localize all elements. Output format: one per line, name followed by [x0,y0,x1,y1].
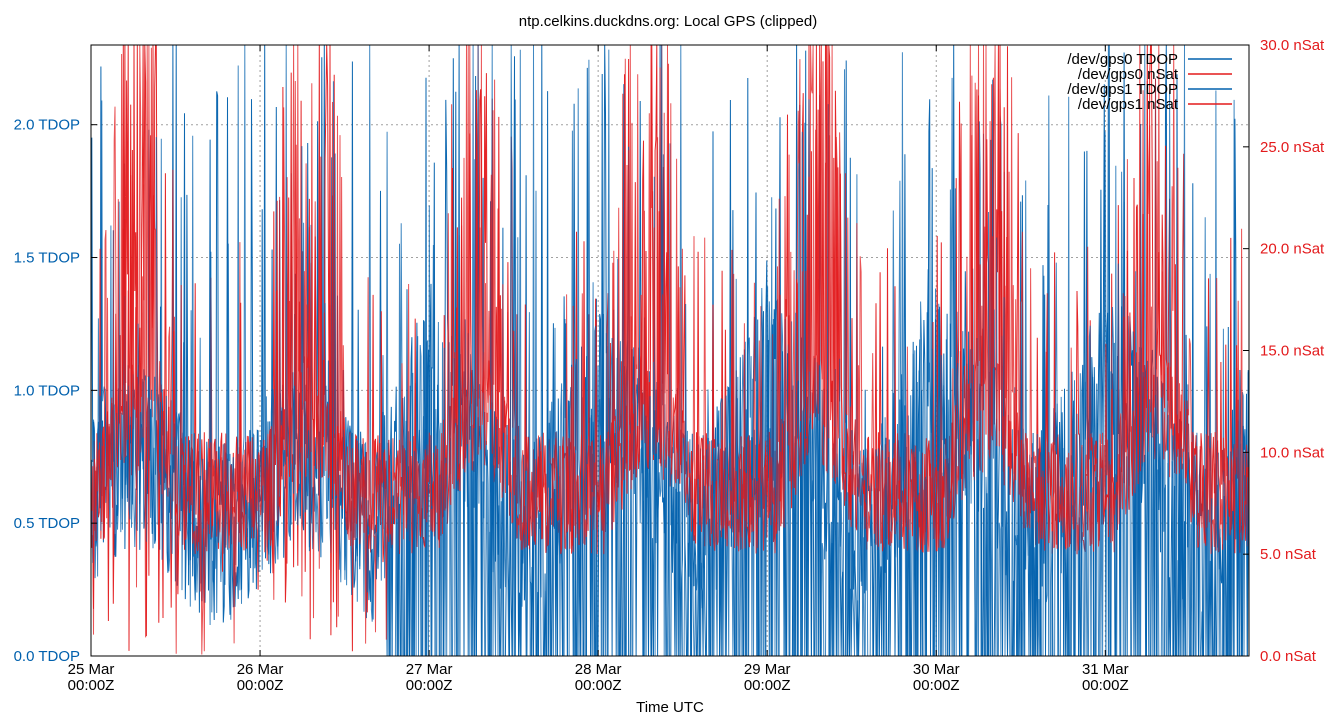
legend-label: /dev/gps0 TDOP [1067,51,1178,68]
series-line--dev-gps1-tdop [90,44,1250,657]
x-tick-label: 28 Mar [575,661,622,678]
series-layer [90,44,1250,657]
y-left-tick-label: 1.5 TDOP [14,250,80,267]
x-tick-label: 00:00Z [237,677,284,694]
x-tick-label: 25 Mar [68,661,115,678]
legend-label: /dev/gps1 TDOP [1067,81,1178,98]
x-tick-label: 27 Mar [406,661,453,678]
x-tick-label: 31 Mar [1082,661,1129,678]
x-tick-label: 00:00Z [68,677,115,694]
x-tick-label: 30 Mar [913,661,960,678]
legend: /dev/gps0 TDOP/dev/gps0 nSat/dev/gps1 TD… [1067,51,1232,113]
y-left-tick-label: 2.0 TDOP [14,117,80,134]
series-line--dev-gps1-nsat [90,44,1250,655]
x-tick-label: 29 Mar [744,661,791,678]
x-tick-label: 00:00Z [575,677,622,694]
legend-label: /dev/gps0 nSat [1078,66,1179,83]
y-right-tick-label: 20.0 nSat [1260,241,1325,258]
x-tick-label: 26 Mar [237,661,284,678]
y-left-tick-label: 0.0 TDOP [14,648,80,665]
y-right-tick-label: 5.0 nSat [1260,546,1317,563]
x-tick-label: 00:00Z [744,677,791,694]
y-right-tick-label: 25.0 nSat [1260,139,1325,156]
x-tick-label: 00:00Z [913,677,960,694]
y-right-tick-label: 30.0 nSat [1260,37,1325,54]
x-tick-label: 00:00Z [406,677,453,694]
y-right-tick-label: 10.0 nSat [1260,444,1325,461]
x-tick-label: 00:00Z [1082,677,1129,694]
x-axis-label: Time UTC [636,699,704,716]
y-right-tick-label: 0.0 nSat [1260,648,1317,665]
y-left-tick-label: 1.0 TDOP [14,382,80,399]
y-right-tick-label: 15.0 nSat [1260,343,1325,360]
chart-title: ntp.celkins.duckdns.org: Local GPS (clip… [519,13,817,30]
legend-label: /dev/gps1 nSat [1078,96,1179,113]
y-left-tick-label: 0.5 TDOP [14,515,80,532]
